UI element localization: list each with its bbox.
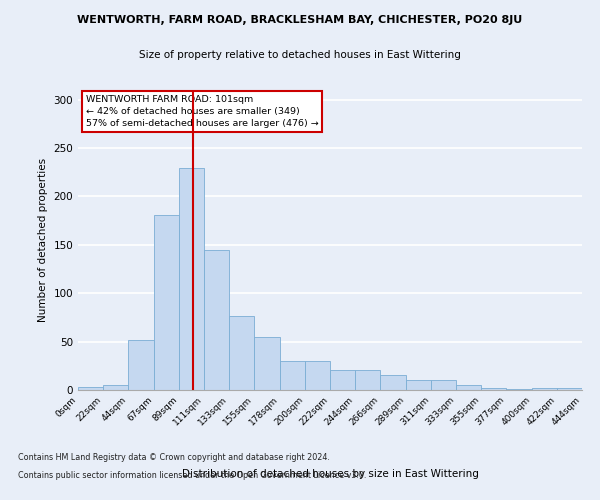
Bar: [229, 316, 254, 390]
Text: Size of property relative to detached houses in East Wittering: Size of property relative to detached ho…: [139, 50, 461, 60]
Bar: [305, 361, 330, 390]
Bar: [557, 388, 582, 390]
Y-axis label: Number of detached properties: Number of detached properties: [38, 158, 48, 322]
Text: Contains HM Land Registry data © Crown copyright and database right 2024.: Contains HM Land Registry data © Crown c…: [18, 454, 330, 462]
Bar: [330, 370, 355, 390]
Bar: [204, 250, 229, 390]
Text: Contains public sector information licensed under the Open Government Licence v3: Contains public sector information licen…: [18, 471, 367, 480]
Bar: [280, 361, 305, 390]
Bar: [128, 340, 154, 390]
Bar: [481, 388, 506, 390]
Bar: [355, 370, 380, 390]
Bar: [78, 387, 103, 390]
Bar: [406, 380, 431, 390]
Bar: [254, 337, 280, 390]
Bar: [179, 168, 204, 390]
Text: WENTWORTH, FARM ROAD, BRACKLESHAM BAY, CHICHESTER, PO20 8JU: WENTWORTH, FARM ROAD, BRACKLESHAM BAY, C…: [77, 15, 523, 25]
Bar: [456, 385, 481, 390]
Bar: [154, 215, 179, 390]
Bar: [506, 389, 532, 390]
Bar: [103, 385, 128, 390]
Bar: [380, 376, 406, 390]
X-axis label: Distribution of detached houses by size in East Wittering: Distribution of detached houses by size …: [182, 468, 478, 478]
Text: WENTWORTH FARM ROAD: 101sqm
← 42% of detached houses are smaller (349)
57% of se: WENTWORTH FARM ROAD: 101sqm ← 42% of det…: [86, 94, 319, 128]
Bar: [532, 388, 557, 390]
Bar: [431, 380, 456, 390]
